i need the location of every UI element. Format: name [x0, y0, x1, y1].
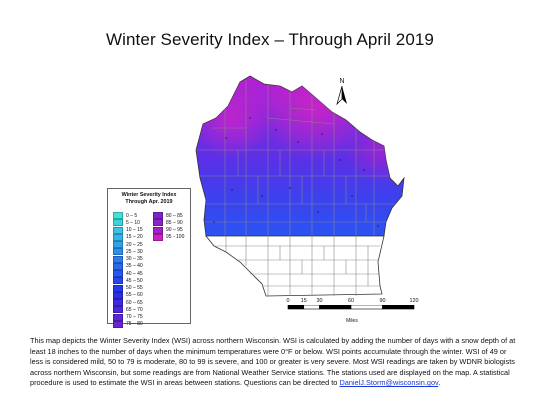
legend-label: 30 – 35: [126, 256, 143, 263]
scale-tick-label: 15: [300, 298, 307, 304]
legend-item: 25 – 30: [113, 248, 143, 256]
legend-item: 15 – 20: [113, 233, 143, 241]
scale-tick-label: 30: [316, 298, 323, 304]
contact-email-link[interactable]: DanielJ.Storm@wisconsin.gov: [339, 378, 439, 388]
legend-item: 50 – 55: [113, 284, 143, 292]
map-legend: Winter Severity Index Through Apr. 2019 …: [107, 188, 191, 328]
legend-swatch: [113, 219, 123, 227]
legend-item: 95 - 100: [153, 233, 185, 241]
legend-swatch: [153, 226, 163, 234]
legend-label: 50 – 55: [126, 285, 143, 292]
north-arrow-icon: [336, 85, 347, 106]
scale-segment: [287, 305, 305, 310]
legend-label: 25 – 30: [126, 248, 143, 255]
legend-swatch: [113, 233, 123, 241]
legend-label: 95 - 100: [166, 234, 185, 241]
scale-segment: [382, 305, 415, 310]
legend-swatch: [113, 320, 123, 328]
legend-swatch: [113, 284, 123, 292]
legend-swatch: [153, 233, 163, 241]
legend-item: 80 – 85: [153, 212, 184, 220]
legend-swatch: [113, 299, 123, 307]
legend-label: 85 – 90: [166, 219, 183, 226]
caption-text: This map depicts the Winter Severity Ind…: [30, 336, 516, 388]
legend-label: 0 – 5: [126, 212, 138, 219]
scale-bar: 0 15 30 60 90 120 Miles: [282, 298, 422, 328]
scale-unit: Miles: [346, 318, 358, 324]
legend-label: 90 – 95: [166, 227, 183, 234]
legend-swatch: [113, 306, 123, 314]
wsi-colored-region: [195, 75, 405, 237]
legend-label: 15 – 20: [126, 234, 143, 241]
map-caption: This map depicts the Winter Severity Ind…: [30, 336, 520, 389]
north-label: N: [339, 78, 345, 85]
legend-item: 75 – 80: [113, 320, 143, 328]
legend-label: 35 – 40: [126, 263, 143, 270]
north-arrow: N: [333, 78, 351, 108]
legend-swatch: [113, 313, 123, 321]
scale-tick-label: 0: [286, 298, 290, 304]
legend-item: 45 – 50: [113, 277, 143, 285]
legend-label: 65 – 70: [126, 306, 143, 313]
legend-label: 75 – 80: [126, 321, 143, 328]
legend-item: 10 – 15: [113, 226, 143, 234]
scale-bar-graphic: [287, 305, 415, 310]
legend-item: 20 – 25: [113, 241, 143, 249]
legend-item: 55 – 60: [113, 291, 143, 299]
legend-label: 55 – 60: [126, 292, 143, 299]
legend-item: 70 – 75: [113, 313, 143, 321]
legend-column-2: 80 – 85 85 – 90 90 – 95 95 - 100: [153, 212, 184, 241]
scale-segment: [350, 305, 383, 310]
legend-swatch: [153, 219, 163, 227]
scale-tick-label: 120: [409, 298, 419, 304]
legend-swatch: [113, 262, 123, 270]
legend-label: 5 – 10: [126, 219, 140, 226]
legend-swatch: [113, 270, 123, 278]
map-title: Winter Severity Index – Through April 20…: [105, 30, 434, 49]
legend-item: 85 – 90: [153, 219, 184, 227]
scale-segment: [319, 305, 352, 310]
southern-counties: [205, 235, 385, 297]
legend-item: 60 – 65: [113, 299, 143, 307]
legend-label: 10 – 15: [126, 227, 143, 234]
legend-swatch: [113, 212, 123, 220]
legend-swatch: [113, 277, 123, 285]
legend-item: 65 – 70: [113, 306, 143, 314]
legend-swatch: [113, 248, 123, 256]
legend-item: 90 – 95: [153, 226, 184, 234]
scale-tick-label: 90: [379, 298, 386, 304]
legend-item: 35 – 40: [113, 262, 143, 270]
legend-swatch: [113, 241, 123, 249]
scale-segment: [303, 305, 320, 310]
legend-label: 70 – 75: [126, 314, 143, 321]
legend-title-line1: Winter Severity Index: [121, 192, 177, 198]
legend-item: 40 – 45: [113, 270, 143, 278]
scale-tick-label: 60: [348, 298, 354, 304]
legend-swatch: [113, 255, 123, 263]
legend-swatch: [153, 212, 163, 220]
legend-label: 45 – 50: [126, 277, 143, 284]
legend-label: 20 – 25: [126, 241, 143, 248]
legend-item: 0 – 5: [113, 212, 143, 220]
legend-item: 5 – 10: [113, 219, 143, 227]
legend-label: 40 – 45: [126, 270, 143, 277]
caption-end: .: [438, 378, 441, 388]
legend-title-line2: Through Apr. 2019: [125, 198, 173, 205]
legend-label: 60 – 65: [126, 299, 143, 306]
legend-item: 30 – 35: [113, 255, 143, 263]
legend-swatch: [113, 226, 123, 234]
legend-swatch: [113, 291, 123, 299]
legend-label: 80 – 85: [166, 212, 183, 219]
